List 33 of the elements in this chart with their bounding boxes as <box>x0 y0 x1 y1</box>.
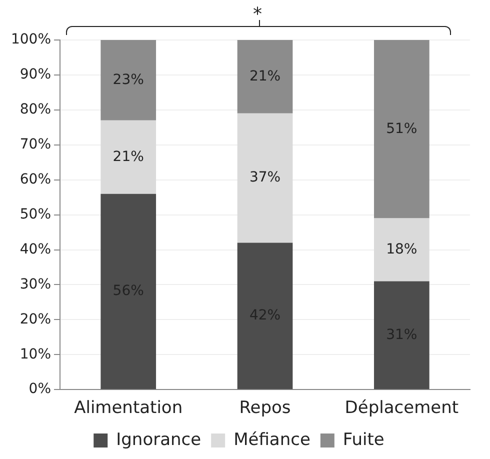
data-label: 21% <box>249 68 281 84</box>
text: * <box>253 4 262 25</box>
bar <box>237 242 293 390</box>
bar <box>237 113 293 243</box>
y-tick-label: 30% <box>20 276 52 292</box>
y-tick-label: 40% <box>20 241 52 258</box>
y-tick-label: 60% <box>20 171 52 188</box>
data-label: 18% <box>386 241 418 258</box>
bar <box>374 281 430 390</box>
bar <box>100 120 156 194</box>
data-label: 23% <box>112 72 144 88</box>
y-tick-label: 80% <box>20 102 52 118</box>
data-label: 51% <box>386 120 418 137</box>
data-label: 37% <box>249 170 281 186</box>
y-tick-label: 0% <box>28 381 52 398</box>
bar <box>374 218 430 282</box>
legend-label: Fuite <box>342 430 384 450</box>
y-tick-label: 10% <box>20 346 52 362</box>
bar <box>374 40 430 218</box>
bar <box>100 194 156 390</box>
legend-label: Ignorance <box>116 430 202 450</box>
legend-label: Méfiance <box>234 430 310 450</box>
bar <box>237 40 293 114</box>
y-tick-label: 70% <box>20 136 52 153</box>
y-tick-label: 100% <box>10 32 52 48</box>
x-tick-label: Repos <box>239 398 291 418</box>
bar <box>100 40 156 120</box>
x-tick-label: Alimentation <box>74 398 183 418</box>
y-tick-label: 20% <box>20 311 52 328</box>
y-tick-label: 90% <box>20 66 52 83</box>
y-tick-label: 50% <box>20 206 52 222</box>
x-tick-label: Déplacement <box>344 398 459 418</box>
data-label: 21% <box>112 148 144 165</box>
